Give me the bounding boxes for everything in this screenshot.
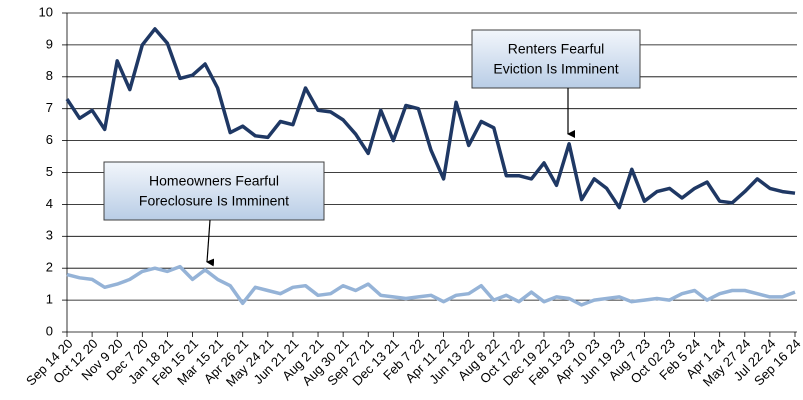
y-tick-label: 9 [46, 36, 53, 51]
annotation-renters: Renters Fearful Eviction Is Imminent [471, 29, 641, 138]
y-tick-label: 5 [46, 164, 53, 179]
annotation-arrow [206, 219, 215, 267]
annotation-box [471, 29, 641, 89]
annotation-line: Eviction Is Imminent [493, 61, 618, 77]
y-tick-label: 7 [46, 100, 53, 115]
y-tick-label: 10 [39, 4, 53, 19]
y-tick-label: 2 [46, 260, 53, 275]
y-tick-label: 4 [46, 196, 53, 211]
y-tick-label: 3 [46, 228, 53, 243]
annotation-box [103, 161, 325, 221]
annotation-line: Renters Fearful [508, 41, 604, 57]
y-tick-label: 0 [46, 323, 53, 338]
y-tick-label: 1 [46, 292, 53, 307]
annotation-line: Homeowners Fearful [149, 173, 279, 189]
annotation-line: Foreclosure Is Imminent [139, 193, 289, 209]
y-tick-label: 6 [46, 132, 53, 147]
y-tick-label: 8 [46, 68, 53, 83]
annotation-homeowners: Homeowners Fearful Foreclosure Is Immine… [103, 161, 325, 267]
series-line [65, 27, 796, 210]
series-line [66, 264, 796, 307]
lines [65, 27, 796, 307]
